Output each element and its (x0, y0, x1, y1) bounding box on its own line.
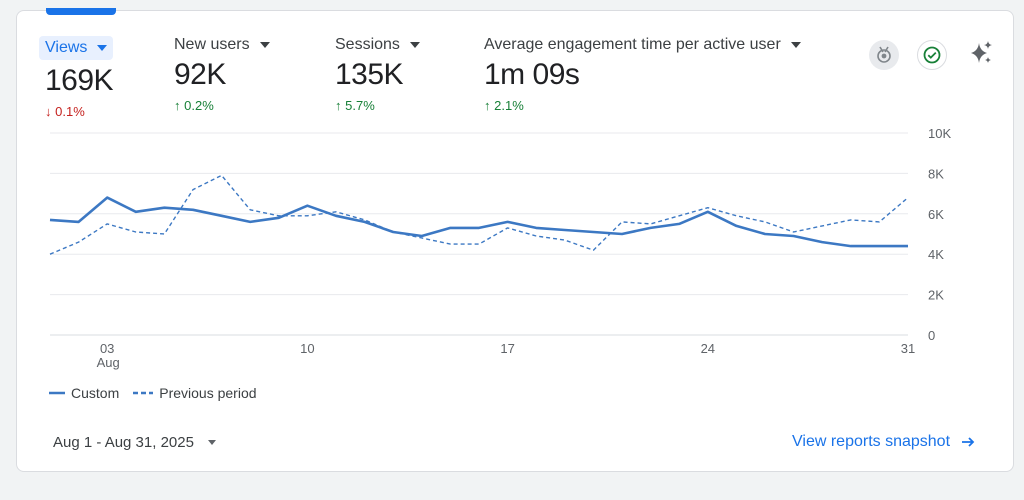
y-tick-label: 4K (928, 247, 944, 262)
metric-views-label-wrap[interactable]: Views (39, 36, 114, 60)
overview-card (16, 10, 1014, 472)
x-tick-label: 17 (500, 341, 514, 356)
arrow-right-icon (962, 437, 975, 447)
chart-grid (50, 132, 908, 336)
metric-engagement-label: Average engagement time per active user (484, 36, 781, 53)
card-tab-indicator (46, 8, 116, 15)
chevron-down-icon (790, 42, 801, 48)
legend-item-previous[interactable]: Previous period (133, 385, 257, 401)
chevron-down-icon (409, 42, 420, 48)
metric-engagement-change: ↑ 2.1% (484, 98, 801, 113)
y-tick-label: 10K (928, 126, 951, 141)
metric-sessions-change-value: 5.7% (345, 98, 375, 113)
y-tick-label: 2K (928, 288, 944, 303)
chart-legend: Custom Previous period (49, 385, 257, 401)
legend-previous-label: Previous period (159, 385, 257, 401)
metric-engagement-change-value: 2.1% (494, 98, 524, 113)
metric-sessions-label-wrap[interactable]: Sessions (335, 36, 420, 54)
insights-badge-icon-svg (877, 46, 891, 63)
metric-sessions-label: Sessions (335, 36, 400, 53)
x-tick-label: 24 (701, 341, 715, 356)
metric-new-users-label: New users (174, 36, 250, 53)
metric-views-value: 169K (45, 64, 114, 97)
x-tick-label: 31 (901, 341, 915, 356)
date-range-label: Aug 1 - Aug 31, 2025 (53, 434, 194, 451)
insights-badge-icon[interactable] (869, 40, 899, 70)
chart-series (49, 174, 909, 255)
metric-new-users[interactable]: New users 92K ↑ 0.2% (174, 36, 270, 113)
legend-custom-label: Custom (71, 385, 120, 401)
legend-item-custom[interactable]: Custom (49, 385, 119, 401)
y-axis-ticks: 10K 8K 6K 4K 2K 0 (928, 126, 951, 343)
metric-new-users-value: 92K (174, 58, 226, 91)
y-tick-label: 8K (928, 166, 944, 181)
date-range-selector[interactable]: Aug 1 - Aug 31, 2025 (53, 434, 216, 451)
check-circle-icon[interactable] (917, 40, 947, 70)
legend-dashed-swatch (133, 391, 154, 395)
metric-engagement[interactable]: Average engagement time per active user … (484, 36, 801, 113)
series-line-custom (49, 196, 908, 248)
view-reports-snapshot-label: View reports snapshot (792, 433, 951, 450)
series-line-previous (49, 174, 909, 255)
chevron-down-icon (207, 440, 216, 445)
legend-solid-swatch (49, 391, 65, 395)
metric-sessions-change: ↑ 5.7% (335, 98, 420, 113)
arrow-down-icon: ↓ (45, 104, 52, 119)
arrow-up-icon: ↑ (174, 98, 181, 113)
check-circle-icon-svg (923, 46, 941, 64)
metric-new-users-label-wrap[interactable]: New users (174, 36, 270, 54)
metric-views-change-value: 0.1% (55, 104, 85, 119)
metric-sessions-value: 135K (335, 58, 404, 91)
sparkle-icon[interactable] (966, 38, 996, 68)
x-tick-sublabel: Aug (97, 355, 120, 370)
metric-views[interactable]: Views 169K ↓ 0.1% (39, 36, 114, 119)
view-reports-snapshot-link[interactable]: View reports snapshot (792, 433, 976, 451)
metric-sessions[interactable]: Sessions 135K ↑ 5.7% (335, 36, 420, 113)
arrow-up-icon: ↑ (484, 98, 491, 113)
chevron-down-icon (259, 42, 270, 48)
metric-new-users-change-value: 0.2% (184, 98, 214, 113)
metric-views-label: Views (45, 39, 88, 56)
x-tick-label: 10 (300, 341, 314, 356)
arrow-up-icon: ↑ (335, 98, 342, 113)
y-tick-label: 6K (928, 207, 944, 222)
x-tick-label: 03 (100, 341, 114, 356)
metric-engagement-label-wrap[interactable]: Average engagement time per active user (484, 36, 801, 54)
metric-views-change: ↓ 0.1% (45, 104, 113, 119)
metric-engagement-value: 1m 09s (484, 58, 580, 91)
metric-new-users-change: ↑ 0.2% (174, 98, 270, 113)
sparkle-icon-svg (971, 41, 992, 63)
y-tick-label: 0 (928, 328, 935, 343)
chevron-down-icon (97, 45, 108, 51)
